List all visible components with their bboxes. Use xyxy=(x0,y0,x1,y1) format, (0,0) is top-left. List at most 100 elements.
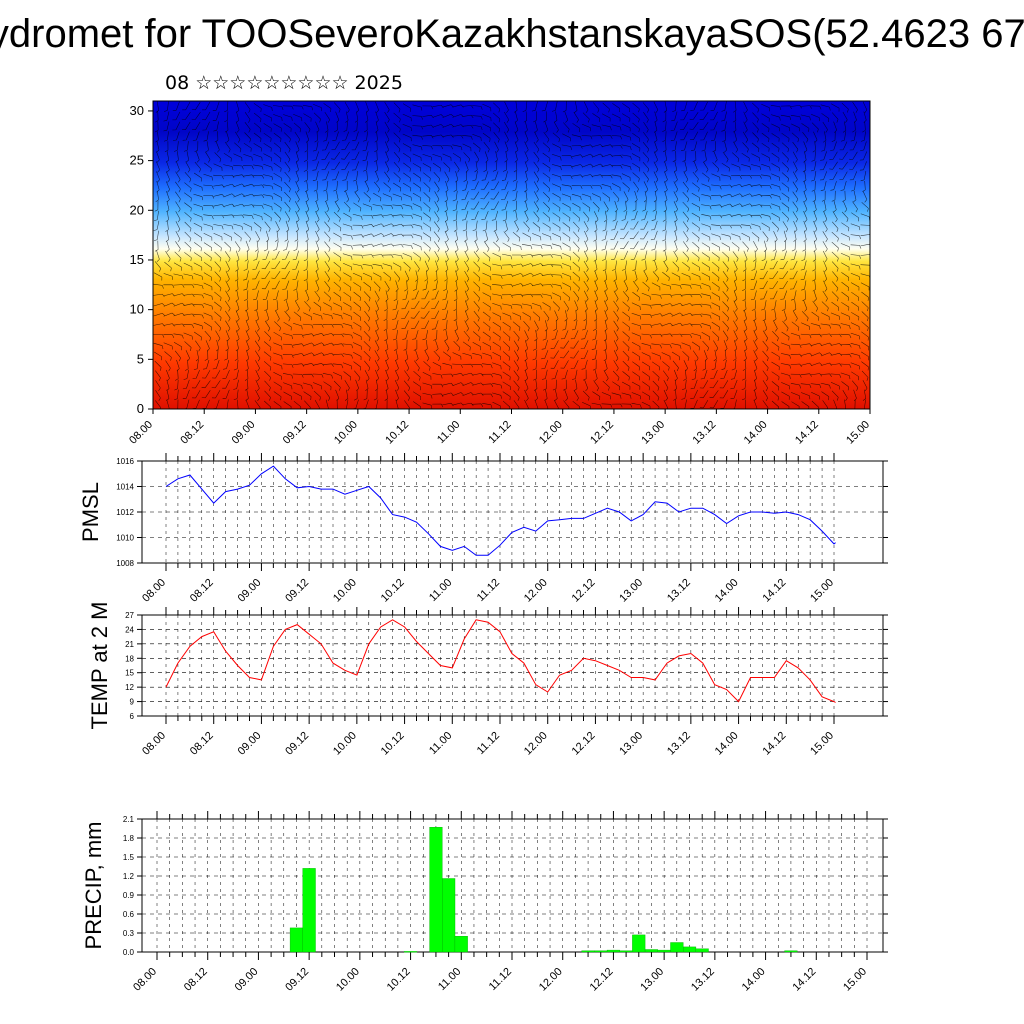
x-tick-label: 13.12 xyxy=(691,419,719,447)
precip-bar xyxy=(670,942,684,953)
x-tick-label: 10.00 xyxy=(331,730,359,758)
y-tick-label: 18 xyxy=(125,654,134,663)
x-tick-label: 14.00 xyxy=(713,577,741,605)
y-tick-label: 30 xyxy=(130,103,144,118)
precip-bar xyxy=(695,948,709,953)
x-tick-label: 11.00 xyxy=(436,966,463,993)
temp-panel: 6 9 12 15 18 21 24 27 08.00 08.12 09.00 09.12 10.00 1… xyxy=(87,602,888,758)
x-tick-label: 09.12 xyxy=(283,577,311,605)
panel-frame xyxy=(141,614,884,717)
x-tick-label: 14.12 xyxy=(760,577,788,605)
cross-section-panel: 0 5 10 15 20 25 30 08.00 08.12 09.00 09.12 10.00 10.… xyxy=(127,100,872,447)
y-tick-label: 0.6 xyxy=(123,910,135,919)
x-tick-label: 08.00 xyxy=(127,419,155,447)
precip-bar xyxy=(594,950,608,953)
x-tick-label: 08.12 xyxy=(178,419,206,447)
y-tick-label: 21 xyxy=(125,640,134,649)
x-tick-label: 14.12 xyxy=(793,419,821,447)
y-tick-label: 1012 xyxy=(116,508,134,517)
x-tick-label: 10.00 xyxy=(331,577,359,605)
y-axis-label: TEMP at 2 M xyxy=(87,602,112,730)
y-tick-label: 27 xyxy=(125,611,134,620)
precip-bar xyxy=(632,934,646,953)
y-tick-label: 5 xyxy=(137,351,144,366)
y-axis-label: PMSL xyxy=(78,482,103,542)
x-tick-label: 12.00 xyxy=(537,419,565,447)
y-tick-label: 24 xyxy=(125,625,134,634)
x-tick-label: 15.00 xyxy=(844,419,872,447)
x-tick-label: 11.12 xyxy=(487,966,514,993)
x-tick-label: 13.00 xyxy=(617,730,645,758)
y-tick-label: 0.3 xyxy=(123,929,135,938)
x-tick-label: 12.12 xyxy=(588,419,616,447)
x-tick-label: 14.00 xyxy=(742,419,770,447)
cross-section-fill xyxy=(153,101,870,409)
x-tick-label: 13.12 xyxy=(689,966,717,994)
x-tick-label: 08.00 xyxy=(140,577,168,605)
precip-bar xyxy=(289,927,304,953)
temp-series-line xyxy=(165,619,836,703)
x-tick-label: 15.00 xyxy=(808,577,836,605)
y-tick-label: 2.1 xyxy=(123,815,135,824)
x-tick-label: 10.12 xyxy=(379,730,407,758)
y-tick-label: 12 xyxy=(125,683,134,692)
x-tick-label: 13.12 xyxy=(665,577,693,605)
y-tick-label: 1010 xyxy=(116,534,134,543)
chart-title: Hydromet for TOOSeveroKazakhstanskayaSOS… xyxy=(0,12,1024,56)
precip-bar xyxy=(442,878,456,953)
precip-bar xyxy=(657,949,671,953)
x-tick-label: 08.12 xyxy=(188,577,216,605)
precip-bar xyxy=(644,949,658,953)
x-tick-label: 08.12 xyxy=(182,966,210,994)
y-tick-label: 9 xyxy=(130,698,135,707)
y-tick-label: 1.2 xyxy=(123,872,135,881)
wind-barb-paths xyxy=(153,101,870,409)
x-tick-label: 11.12 xyxy=(475,577,502,604)
x-tick-label: 10.12 xyxy=(383,419,411,447)
x-tick-label: 09.12 xyxy=(281,419,309,447)
y-tick-label: 0 xyxy=(137,401,144,416)
x-tick-label: 12.00 xyxy=(522,577,550,605)
y-axis-label: PRECIP, mm xyxy=(81,822,106,950)
x-tick-label: 12.00 xyxy=(522,730,550,758)
x-tick-label: 08.00 xyxy=(131,966,159,994)
precip-bar xyxy=(683,946,697,953)
x-tick-label: 11.12 xyxy=(475,730,502,757)
x-tick-label: 13.00 xyxy=(638,966,666,994)
x-tick-label: 10.00 xyxy=(334,966,362,994)
x-tick-label: 08.12 xyxy=(188,730,216,758)
x-tick-label: 09.00 xyxy=(233,966,261,994)
x-tick-label: 15.00 xyxy=(808,730,836,758)
y-tick-label: 10 xyxy=(130,302,144,317)
pmsl-series-line xyxy=(165,465,836,556)
y-tick-label: 6 xyxy=(130,712,135,721)
x-tick-label: 14.00 xyxy=(740,966,768,994)
panel-frame xyxy=(141,818,884,953)
precip-bar xyxy=(581,950,595,953)
x-tick-label: 12.12 xyxy=(588,966,616,994)
precip-bar xyxy=(606,949,620,953)
x-tick-label: 10.12 xyxy=(385,966,413,994)
x-tick-label: 13.12 xyxy=(665,730,693,758)
x-tick-label: 13.00 xyxy=(639,419,667,447)
x-tick-label: 09.00 xyxy=(236,730,264,758)
x-tick-label: 14.12 xyxy=(790,966,818,994)
x-tick-label: 09.00 xyxy=(236,577,264,605)
precip-panel: 0.0 0.3 0.6 0.9 1.2 1.5 1.8 2.1 08.00 08.12 09.00 0… xyxy=(81,811,888,994)
y-tick-label: 0.9 xyxy=(123,891,135,900)
y-tick-label: 1008 xyxy=(116,559,134,568)
y-tick-label: 1.8 xyxy=(123,834,135,843)
x-tick-label: 09.00 xyxy=(230,419,258,447)
y-tick-label: 25 xyxy=(130,153,144,168)
x-tick-label: 14.12 xyxy=(760,730,788,758)
x-tick-label: 12.00 xyxy=(537,966,565,994)
x-tick-label: 14.00 xyxy=(713,730,741,758)
x-tick-label: 15.00 xyxy=(841,966,869,994)
y-tick-label: 1016 xyxy=(116,457,134,466)
precip-bar xyxy=(302,868,316,953)
precip-bar xyxy=(784,950,798,953)
x-tick-label: 13.00 xyxy=(617,577,645,605)
precip-bar xyxy=(619,950,633,953)
y-tick-label: 15 xyxy=(125,669,134,678)
